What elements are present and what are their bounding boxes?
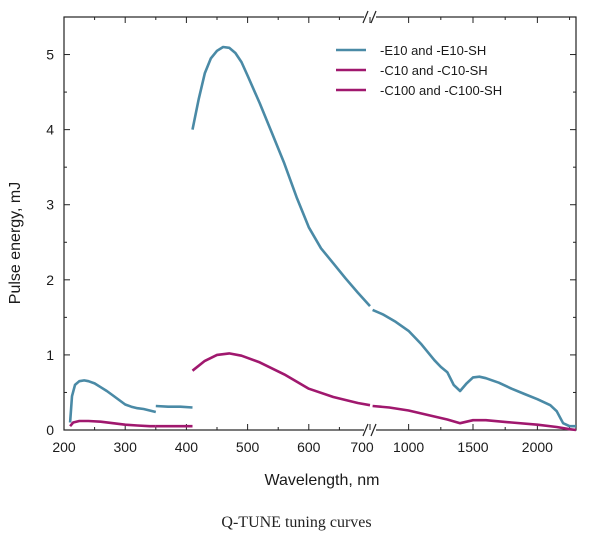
y-tick-label: 0 (46, 422, 54, 438)
y-tick-label: 4 (46, 122, 54, 138)
legend: -E10 and -E10-SH -C10 and -C10-SH -C100 an… (336, 43, 502, 98)
y-tick-label: 1 (46, 347, 54, 363)
tuning-chart: 0 1 2 3 4 5 200 300 400 500 600 700 1000 1500 2000 -E10… (7, 10, 577, 489)
series-line-2-segment-4 (372, 404, 577, 432)
series-line-2-segment-3 (191, 352, 371, 407)
axis-break-mark (362, 423, 369, 437)
axis-break-mark (370, 423, 377, 437)
series-line-1-segment-1 (68, 379, 157, 423)
axis-break-mark (370, 10, 377, 24)
y-axis-title: Pulse energy, mJ (7, 182, 24, 304)
x-axis-title: Wavelength, nm (264, 472, 379, 489)
x-tick-label: 600 (297, 439, 321, 455)
plot-area: 0 1 2 3 4 5 200 300 400 500 600 700 1000 1500 2000 -E10… (46, 10, 577, 455)
x-tick-label: 400 (175, 439, 199, 455)
x-tick-label: 500 (236, 439, 260, 455)
y-tick-label: 2 (46, 272, 54, 288)
series-line-2-segment-1 (69, 419, 156, 428)
x-tick-label: 1000 (393, 439, 424, 455)
legend-label: -C10 and -C10-SH (380, 63, 488, 78)
legend-label: -E10 and -E10-SH (380, 43, 486, 58)
y-tick-label: 3 (46, 197, 54, 213)
x-tick-label: 1500 (457, 439, 488, 455)
series-line-1-segment-4 (372, 308, 576, 428)
axis-break-mark (362, 10, 369, 24)
series-line-1-segment-3 (191, 45, 371, 307)
x-tick-label: 700 (350, 439, 374, 455)
series-line-1-segment-2 (155, 404, 193, 409)
x-tick-label: 300 (114, 439, 138, 455)
x-tick-label: 2000 (522, 439, 553, 455)
x-tick-label: 200 (52, 439, 76, 455)
y-tick-label: 5 (46, 47, 54, 63)
plot-frame (63, 16, 577, 431)
figure-caption: Q-TUNE tuning curves (221, 514, 372, 531)
legend-label: -C100 and -C100-SH (380, 83, 502, 98)
